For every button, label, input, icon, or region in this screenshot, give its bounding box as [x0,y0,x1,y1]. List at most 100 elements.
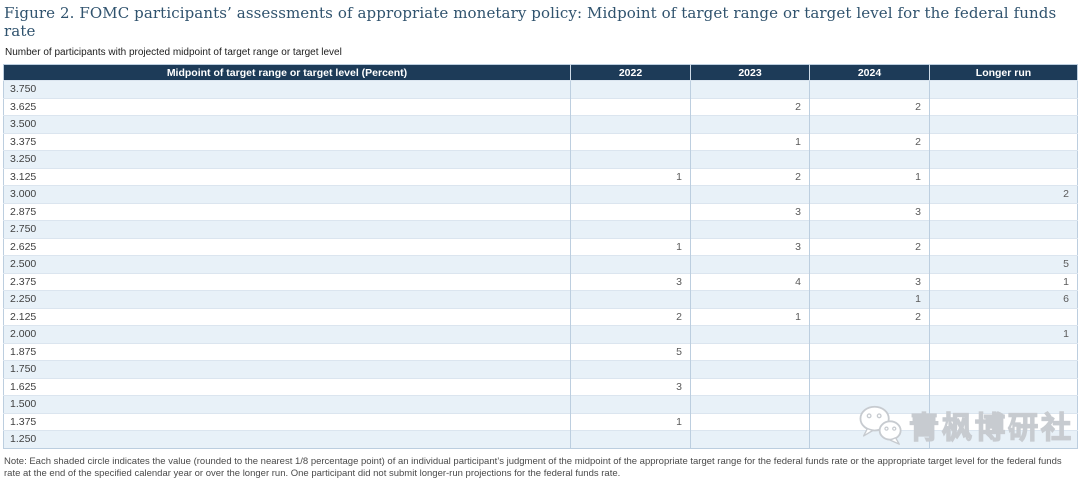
count-cell [570,150,691,168]
rate-cell: 2.625 [3,237,571,256]
count-cell [809,395,930,413]
count-cell [690,342,810,361]
count-cell [690,150,810,168]
table-row: 3.625 2 2 [3,97,1078,116]
count-cell [809,430,930,448]
count-cell [809,220,930,238]
count-cell: 3 [570,377,691,396]
count-cell [690,255,810,273]
count-cell: 4 [690,272,810,291]
column-header-longer-run: Longer run [929,64,1078,81]
rate-cell: 2.375 [3,272,571,291]
column-header-midpoint: Midpoint of target range or target level… [3,64,571,81]
rate-cell: 2.750 [3,220,571,238]
count-cell [570,97,691,116]
table-row: 3.500 [3,115,1078,133]
count-cell: 1 [929,272,1078,291]
rate-cell: 1.750 [3,360,571,378]
count-cell [809,325,930,343]
count-cell: 3 [809,202,930,221]
count-cell: 1 [570,167,691,186]
count-cell: 3 [690,237,810,256]
table-row: 2.625 1 3 2 [3,237,1078,256]
count-cell [929,115,1078,133]
count-cell [929,150,1078,168]
count-cell [690,115,810,133]
count-cell [570,132,691,151]
rate-cell: 2.125 [3,307,571,326]
rate-cell: 3.625 [3,97,571,116]
count-cell: 2 [809,307,930,326]
count-cell [690,185,810,203]
count-cell [570,185,691,203]
count-cell [929,132,1078,151]
count-cell [809,377,930,396]
count-cell: 1 [929,325,1078,343]
count-cell: 1 [570,412,691,431]
projections-table: Midpoint of target range or target level… [3,64,1078,449]
count-cell [929,430,1078,448]
count-cell [929,360,1078,378]
count-cell [929,80,1078,98]
rate-cell: 1.250 [3,430,571,448]
rate-cell: 3.125 [3,167,571,186]
table-row: 3.750 [3,80,1078,98]
count-cell [690,80,810,98]
rate-cell: 1.625 [3,377,571,396]
rate-cell: 1.500 [3,395,571,413]
count-cell: 1 [690,307,810,326]
count-cell [809,80,930,98]
header-row: Midpoint of target range or target level… [3,64,1078,81]
count-cell [570,290,691,308]
count-cell [690,325,810,343]
count-cell [570,202,691,221]
count-cell: 1 [809,167,930,186]
count-cell [809,342,930,361]
rate-cell: 3.375 [3,132,571,151]
count-cell [929,167,1078,186]
figure-title: Figure 2. FOMC participants’ assessments… [4,4,1057,40]
rate-cell: 3.250 [3,150,571,168]
count-cell [690,412,810,431]
count-cell: 1 [570,237,691,256]
table-header: Midpoint of target range or target level… [3,64,1078,81]
count-cell [929,220,1078,238]
table-row: 3.250 [3,150,1078,168]
count-cell: 6 [929,290,1078,308]
table-row: 3.000 2 [3,185,1078,203]
count-cell [570,115,691,133]
count-cell: 2 [809,132,930,151]
count-cell [929,412,1078,431]
count-cell: 3 [570,272,691,291]
table-row: 1.500 [3,395,1078,413]
table-row: 1.625 3 [3,377,1078,396]
count-cell: 5 [570,342,691,361]
count-cell [809,412,930,431]
count-cell [809,360,930,378]
count-cell [570,360,691,378]
count-cell [929,202,1078,221]
count-cell [929,97,1078,116]
count-cell [570,255,691,273]
rate-cell: 2.875 [3,202,571,221]
rate-cell: 1.875 [3,342,571,361]
table-row: 1.250 [3,430,1078,448]
column-header-2023: 2023 [690,64,810,81]
count-cell [809,185,930,203]
count-cell [809,150,930,168]
table-row: 2.750 [3,220,1078,238]
count-cell [929,395,1078,413]
table-row: 3.125 1 2 1 [3,167,1078,186]
figure-page: Figure 2. FOMC participants’ assessments… [0,4,1080,481]
table-row: 2.375 3 4 3 1 [3,272,1078,291]
count-cell: 2 [570,307,691,326]
table-row: 2.250 1 6 [3,290,1078,308]
count-cell: 3 [690,202,810,221]
count-cell: 2 [809,237,930,256]
count-cell: 5 [929,255,1078,273]
rate-cell: 1.375 [3,412,571,431]
count-cell [570,325,691,343]
count-cell [570,395,691,413]
table-row: 2.500 5 [3,255,1078,273]
table-row: 1.375 1 [3,412,1078,431]
